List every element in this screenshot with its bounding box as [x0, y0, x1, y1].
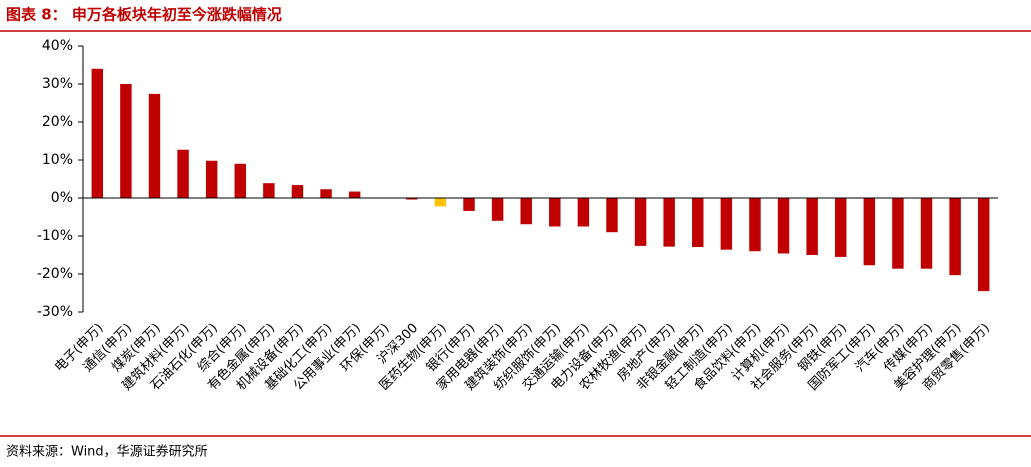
bar: [434, 198, 447, 207]
bar: [949, 198, 961, 276]
bar: [320, 189, 332, 198]
y-tick-label: 40%: [42, 38, 73, 54]
bar: [806, 198, 818, 255]
bar: [720, 198, 733, 250]
bar: [634, 198, 647, 246]
y-tick-label: 10%: [42, 152, 73, 168]
bar: [549, 198, 561, 227]
y-tick-label: 0%: [51, 190, 73, 206]
bar: [520, 198, 532, 225]
bar: [863, 198, 876, 266]
bar: [234, 163, 246, 198]
bar: [835, 198, 847, 257]
y-tick-label: -30%: [37, 304, 73, 320]
bar: [348, 191, 361, 198]
chart-title: 图表 8： 申万各板块年初至今涨跌幅情况: [6, 6, 282, 24]
bar: [491, 198, 504, 221]
bar: [263, 183, 275, 198]
y-tick-label: -20%: [37, 266, 73, 282]
bar: [291, 185, 304, 198]
bar: [749, 198, 761, 252]
y-tick-label: 30%: [42, 76, 73, 92]
bar: [406, 198, 418, 200]
bar: [920, 198, 933, 269]
bar: [892, 198, 904, 269]
bar: [91, 68, 104, 198]
y-tick-label: -10%: [37, 228, 73, 244]
bar: [463, 198, 475, 211]
bar: [205, 160, 218, 198]
bar: [977, 198, 990, 292]
bar: [177, 149, 189, 198]
bar: [577, 198, 590, 227]
bar: [777, 198, 790, 254]
y-tick-label: 20%: [42, 114, 73, 130]
source-note: 资料来源：Wind，华源证券研究所: [6, 444, 208, 460]
bar: [120, 84, 132, 198]
bar: [692, 198, 704, 248]
bar: [606, 198, 618, 233]
bar: [148, 93, 161, 198]
bar: [663, 198, 675, 247]
